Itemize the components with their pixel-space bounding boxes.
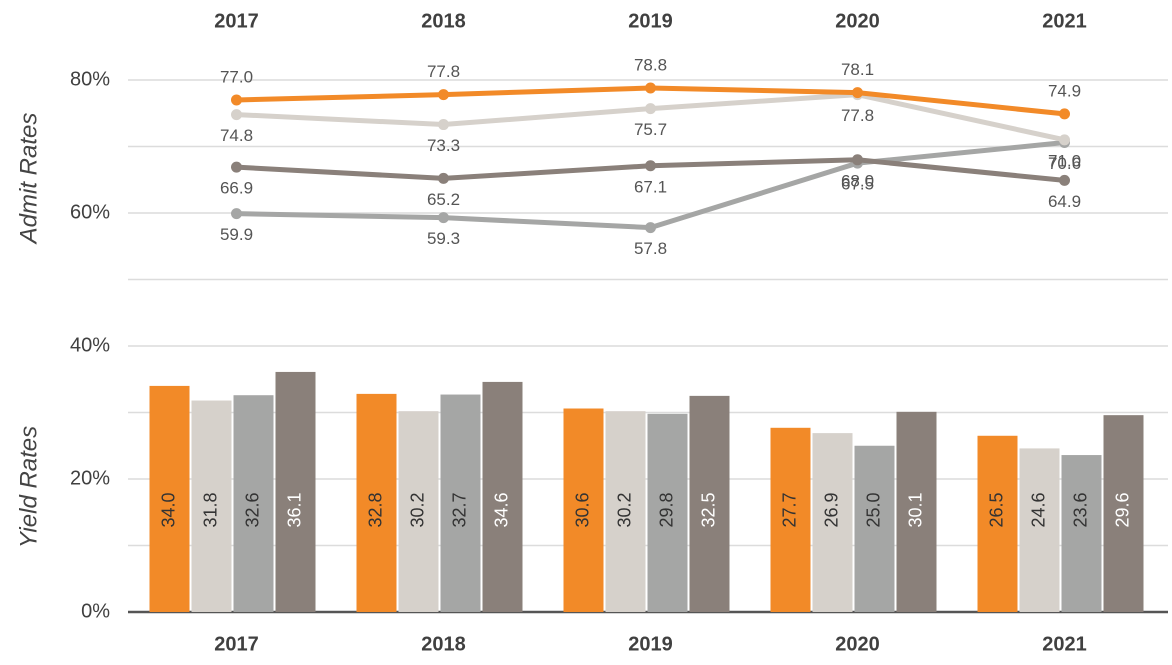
line-value-label: 75.7 — [634, 120, 667, 139]
line-value-label: 78.8 — [634, 55, 667, 74]
bar — [398, 411, 439, 612]
bar — [647, 413, 688, 612]
x-tick-label: 2021 — [1042, 633, 1087, 655]
bar-value-label: 25.0 — [863, 492, 883, 527]
bar — [356, 393, 397, 612]
bar-value-label: 26.9 — [821, 492, 841, 527]
y-tick-label: 60% — [70, 201, 110, 223]
bar-value-label: 32.5 — [698, 492, 718, 527]
line-point — [231, 208, 242, 220]
bar — [233, 395, 274, 612]
line-value-label: 73.3 — [427, 136, 460, 155]
line-point — [645, 103, 656, 115]
bar — [1103, 415, 1144, 612]
line-point — [438, 89, 449, 101]
line-point — [852, 87, 863, 99]
line-value-label: 70.6 — [1048, 154, 1081, 173]
bar-value-label: 30.2 — [407, 492, 427, 527]
line-value-label: 57.8 — [634, 239, 667, 258]
bar-value-label: 32.7 — [449, 492, 469, 527]
line-value-label: 71.0 — [1048, 151, 1081, 170]
y-axis-title-top: Admit Rates — [15, 113, 42, 246]
x-tick-label-top: 2017 — [214, 10, 259, 32]
x-tick-label-top: 2019 — [628, 10, 673, 32]
y-axis-title-bottom: Yield Rates — [15, 426, 42, 548]
line-point — [231, 161, 242, 173]
line-value-label: 74.8 — [220, 126, 253, 145]
x-tick-label: 2018 — [421, 633, 466, 655]
bar — [812, 433, 853, 612]
line-point — [852, 154, 863, 166]
bar-value-label: 23.6 — [1070, 492, 1090, 527]
line-point — [645, 222, 656, 234]
line-value-label: 77.8 — [841, 106, 874, 125]
bar — [191, 400, 232, 612]
y-tick-label: 80% — [70, 68, 110, 90]
bar — [896, 411, 937, 612]
bar — [770, 427, 811, 612]
bar — [1019, 448, 1060, 612]
line-point — [231, 94, 242, 106]
bar — [563, 408, 604, 612]
line-point — [231, 109, 242, 121]
y-tick-label: 0% — [81, 600, 110, 622]
line-value-label: 77.0 — [220, 67, 253, 86]
bar — [1061, 455, 1102, 612]
bar — [440, 394, 481, 612]
line-point — [1059, 174, 1070, 186]
line-point — [645, 160, 656, 172]
bar-value-label: 36.1 — [284, 492, 304, 527]
line-value-label: 78.1 — [841, 60, 874, 79]
bar — [689, 395, 730, 612]
y-tick-label: 40% — [70, 334, 110, 356]
x-tick-label-top: 2021 — [1042, 10, 1087, 32]
bar — [482, 381, 523, 612]
line-value-label: 74.9 — [1048, 81, 1081, 100]
bar-value-label: 34.0 — [158, 492, 178, 527]
x-tick-label: 2020 — [835, 633, 880, 655]
x-tick-label: 2019 — [628, 633, 673, 655]
line-value-label: 68.0 — [841, 171, 874, 190]
line-point — [438, 119, 449, 131]
bar — [149, 385, 190, 612]
x-tick-label-top: 2020 — [835, 10, 880, 32]
bar-value-label: 29.6 — [1112, 492, 1132, 527]
line-value-label: 77.8 — [427, 62, 460, 81]
bar-value-label: 32.8 — [365, 492, 385, 527]
line-value-label: 59.9 — [220, 225, 253, 244]
line-point — [1059, 108, 1070, 120]
bar-value-label: 32.6 — [242, 492, 262, 527]
x-tick-label-top: 2018 — [421, 10, 466, 32]
bar-value-label: 27.7 — [779, 492, 799, 527]
bar — [275, 371, 316, 612]
y-tick-label: 20% — [70, 467, 110, 489]
line-point — [438, 172, 449, 184]
line-value-label: 66.9 — [220, 179, 253, 198]
bar-value-label: 30.1 — [905, 492, 925, 527]
bar — [854, 445, 895, 612]
x-tick-label: 2017 — [214, 633, 259, 655]
bar-value-label: 26.5 — [986, 492, 1006, 527]
bar-value-label: 24.6 — [1028, 492, 1048, 527]
bar-value-label: 34.6 — [491, 492, 511, 527]
bar — [977, 435, 1018, 612]
line-point — [645, 82, 656, 94]
bar-value-label: 30.6 — [572, 492, 592, 527]
bar — [605, 411, 646, 612]
line-point — [438, 212, 449, 224]
bar-value-label: 29.8 — [656, 492, 676, 527]
line-value-label: 65.2 — [427, 190, 460, 209]
bar-value-label: 31.8 — [200, 492, 220, 527]
line-value-label: 59.3 — [427, 229, 460, 248]
line-value-label: 67.1 — [634, 177, 667, 196]
line-value-label: 67.5 — [841, 175, 874, 194]
bar-value-label: 30.2 — [614, 492, 634, 527]
line-value-label: 64.9 — [1048, 192, 1081, 211]
line-point — [1059, 134, 1070, 146]
